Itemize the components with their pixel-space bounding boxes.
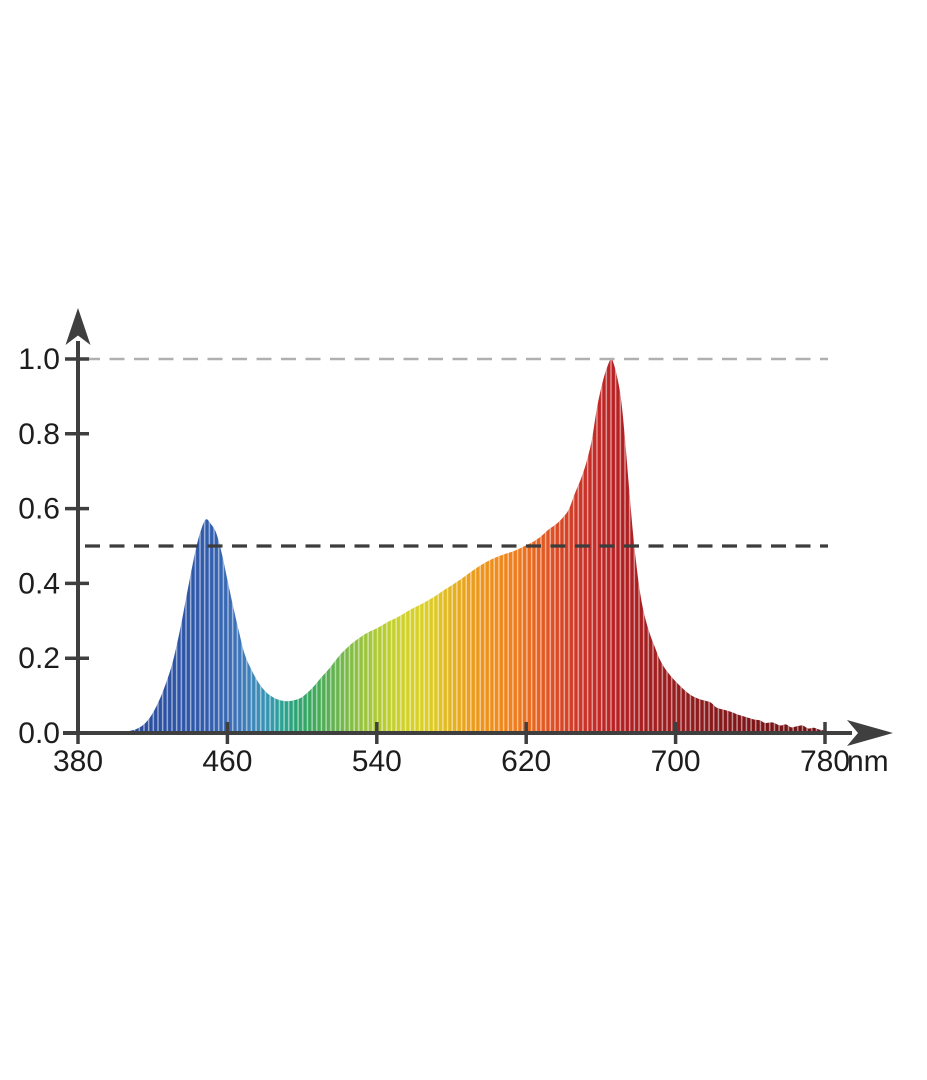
- y-tick-label: 0.2: [18, 642, 60, 675]
- y-axis-arrow-icon: [65, 308, 91, 345]
- x-tick-label: 620: [501, 745, 551, 778]
- y-tick-label: 0.8: [18, 418, 60, 451]
- y-tick-label: 0.0: [18, 717, 60, 750]
- spectrum-hairlines: [115, 358, 826, 733]
- y-tick-label: 0.4: [18, 567, 60, 600]
- y-tick-label: 1.0: [18, 343, 60, 376]
- x-tick-label: 380: [53, 745, 103, 778]
- x-tick-label: 780: [800, 745, 850, 778]
- y-tick-label: 0.6: [18, 493, 60, 526]
- x-axis-unit-label: nm: [847, 745, 889, 778]
- x-axis-arrow-icon: [847, 720, 893, 746]
- x-tick-label: 460: [202, 745, 252, 778]
- x-tick-label: 700: [651, 745, 701, 778]
- x-tick-label: 540: [352, 745, 402, 778]
